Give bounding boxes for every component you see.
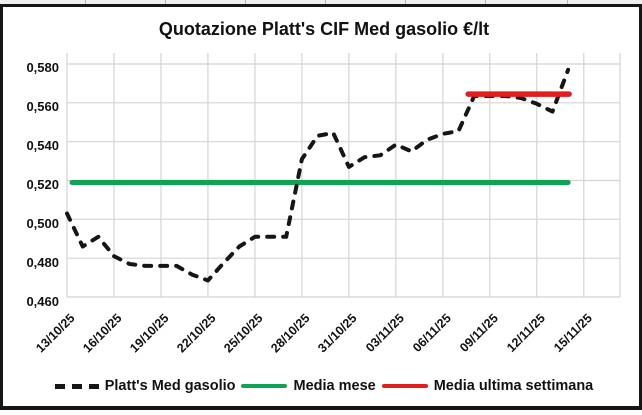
legend-label: Media mese [293, 378, 376, 394]
y-axis-tick: 0,460 [26, 293, 59, 309]
spreadsheet-column-border [85, 0, 86, 4]
dashed-line-swatch [54, 383, 99, 389]
legend-item-media-mese: Media mese [241, 378, 376, 394]
legend-item-media-settimana: Media ultima settimana [381, 378, 594, 394]
chart-title: Quotazione Platt's CIF Med gasolio €/lt [158, 19, 490, 39]
spreadsheet-column-border [325, 0, 326, 4]
legend: Platt's Med gasolio Media mese Media ult… [3, 378, 642, 394]
legend-item-platts: Platt's Med gasolio [54, 378, 236, 394]
spreadsheet-column-border [245, 0, 246, 4]
y-axis-tick: 0,520 [26, 176, 59, 192]
spreadsheet-column-border [405, 0, 406, 4]
y-axis-tick: 0,500 [26, 215, 59, 231]
spreadsheet-column-border [485, 0, 486, 4]
spreadsheet-column-border [165, 0, 166, 4]
y-axis-tick: 0,560 [26, 99, 59, 115]
y-axis-tick: 0,540 [26, 138, 59, 154]
y-axis-tick: 0,480 [26, 254, 59, 270]
legend-label: Platt's Med gasolio [104, 378, 236, 394]
platts-dashed-line [65, 67, 571, 283]
spreadsheet-column-border [567, 0, 568, 4]
y-axis-tick: 0,580 [26, 60, 59, 76]
spreadsheet-grid-edge [0, 0, 642, 4]
red-line-swatch [381, 383, 428, 389]
legend-label: Media ultima settimana [433, 378, 594, 394]
plot-area [65, 53, 621, 298]
green-line-swatch [241, 383, 288, 389]
chart-object[interactable]: Quotazione Platt's CIF Med gasolio €/lt … [0, 4, 642, 410]
